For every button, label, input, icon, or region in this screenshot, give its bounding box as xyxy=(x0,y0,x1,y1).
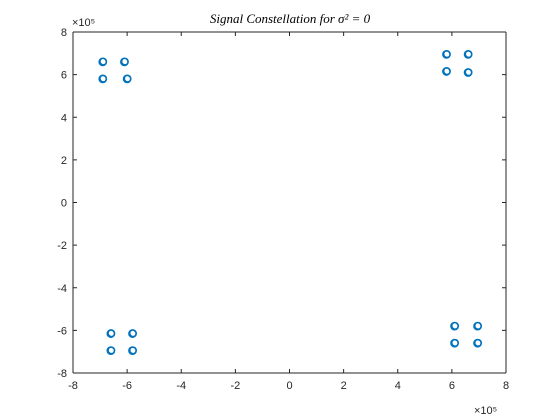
y-tick-label: 4 xyxy=(61,112,67,124)
x-tick-label: -4 xyxy=(176,380,186,392)
point-marker-overlap xyxy=(99,57,108,66)
constellation-point xyxy=(463,68,473,77)
point-marker-overlap xyxy=(443,67,451,75)
point-marker-overlap xyxy=(451,339,459,347)
x-tick-label: -2 xyxy=(230,380,240,392)
chart-title: Signal Constellation for σ² = 0 xyxy=(210,11,371,26)
constellation-point xyxy=(463,49,473,59)
point-marker-overlap xyxy=(464,50,473,58)
constellation-point xyxy=(450,321,459,331)
constellation-point xyxy=(128,329,137,338)
constellation-point xyxy=(473,338,482,348)
point-marker-overlap xyxy=(123,74,132,83)
point-marker-overlap xyxy=(129,329,137,337)
constellation-point xyxy=(450,338,459,348)
y-tick-label: 0 xyxy=(61,198,67,210)
point-marker-overlap xyxy=(99,74,108,83)
constellation-point xyxy=(106,329,116,338)
x-tick-label: -6 xyxy=(122,380,132,392)
x-exponent-label: ×10⁵ xyxy=(474,405,497,417)
constellation-point xyxy=(106,346,116,356)
point-marker-overlap xyxy=(107,346,116,354)
constellation-point xyxy=(473,321,482,331)
x-tick-label: 6 xyxy=(449,380,455,392)
data-points xyxy=(98,49,482,356)
point-marker-overlap xyxy=(464,68,473,76)
point-marker-overlap xyxy=(129,346,137,354)
plot-area xyxy=(73,32,506,373)
point-marker-overlap xyxy=(443,50,451,58)
y-exponent-label: ×10⁵ xyxy=(72,17,95,29)
point-marker-overlap xyxy=(474,339,482,347)
x-tick-label: 8 xyxy=(503,380,509,392)
y-tick-label: -2 xyxy=(57,240,67,252)
x-tick-label: -8 xyxy=(68,380,78,392)
y-tick-label: 6 xyxy=(61,70,67,82)
y-tick-label: -4 xyxy=(57,283,67,295)
constellation-point xyxy=(98,57,108,67)
point-marker-overlap xyxy=(121,57,129,66)
y-tick-label: 2 xyxy=(61,155,67,167)
point-marker-overlap xyxy=(474,321,482,330)
y-tick-label: 8 xyxy=(61,27,67,39)
constellation-point xyxy=(120,57,129,67)
y-tick-label: -6 xyxy=(57,325,67,337)
point-marker-overlap xyxy=(107,329,116,337)
x-tick-label: 4 xyxy=(395,380,401,392)
y-tick-label: -8 xyxy=(57,368,67,380)
constellation-point xyxy=(122,74,132,84)
constellation-point xyxy=(442,67,451,76)
constellation-point xyxy=(442,49,451,59)
constellation-point xyxy=(98,74,108,84)
x-tick-label: 0 xyxy=(286,380,292,392)
x-tick-label: 2 xyxy=(341,380,347,392)
constellation-point xyxy=(128,346,137,356)
ticks: -8 -6 -4 -2 0 2 4 6 8 -8 -6 -4 -2 0 2 4 6 8 xyxy=(57,27,509,392)
point-marker-overlap xyxy=(451,321,459,330)
